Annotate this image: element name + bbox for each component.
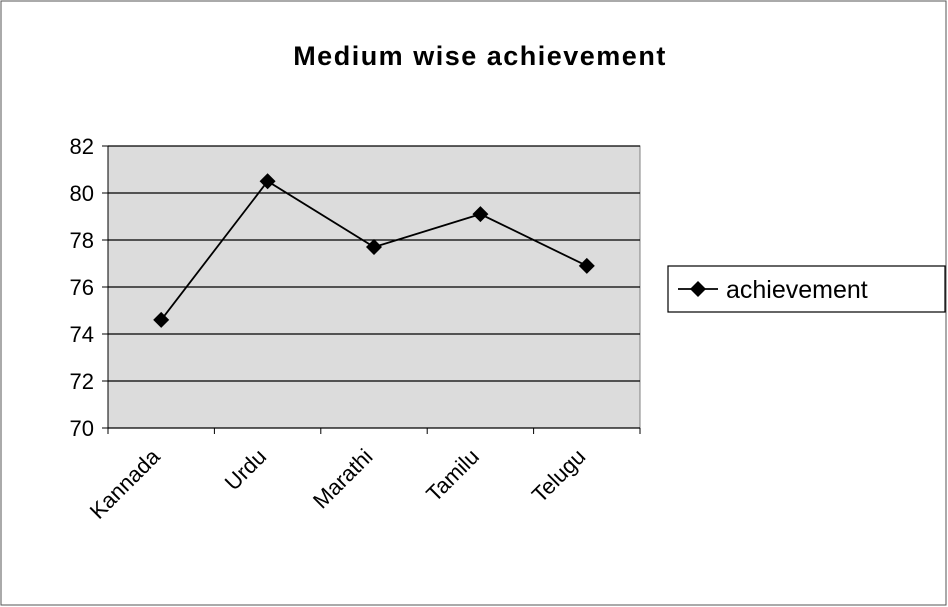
y-tick-label: 72 [70, 369, 94, 394]
y-tick-label: 74 [70, 322, 94, 347]
y-tick-label: 70 [70, 416, 94, 441]
data-point [578, 257, 595, 274]
data-point [259, 173, 276, 190]
y-tick-label: 80 [70, 181, 94, 206]
y-tick-label: 82 [70, 134, 94, 159]
data-point [366, 239, 382, 256]
legend-label: achievement [726, 276, 868, 304]
legend-marker [690, 281, 706, 297]
y-tick-label: 78 [70, 228, 94, 253]
y-tick-label: 76 [70, 275, 94, 300]
data-point [472, 206, 489, 223]
data-point [153, 311, 170, 328]
chart-title: Medium wise achievement [293, 41, 667, 71]
